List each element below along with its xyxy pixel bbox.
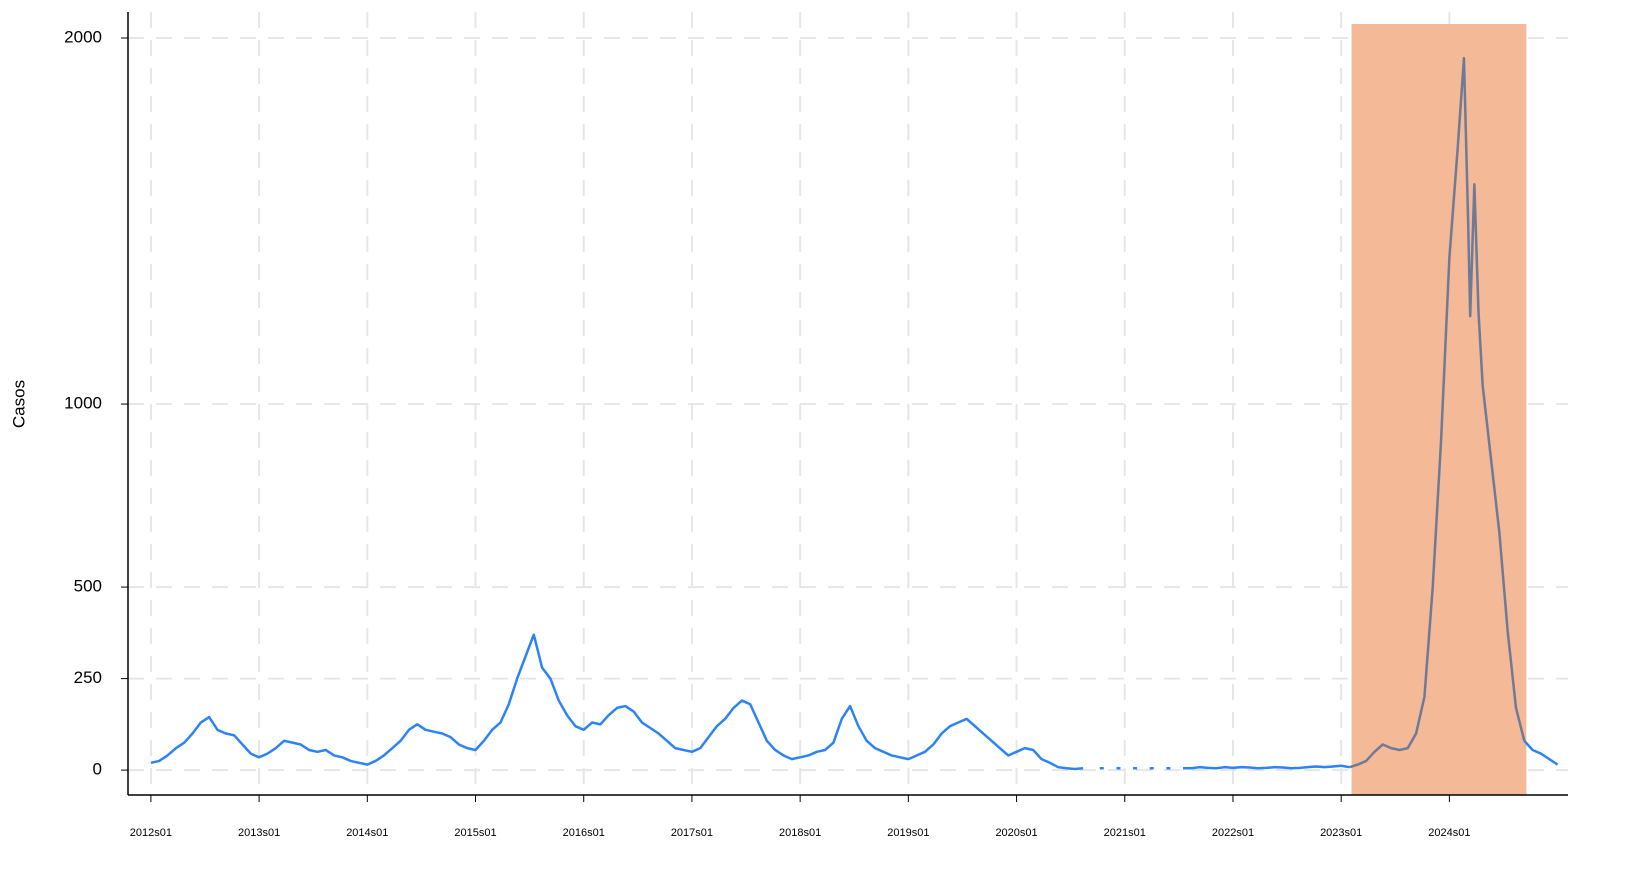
y-axis-label: Casos <box>9 380 28 428</box>
x-tick-label: 2015s01 <box>454 827 496 839</box>
x-tick-label: 2023s01 <box>1320 827 1362 839</box>
x-tick-label: 2016s01 <box>563 827 605 839</box>
series-line <box>1523 739 1559 766</box>
x-tick-label: 2014s01 <box>346 827 388 839</box>
x-tick-label: 2024s01 <box>1428 827 1470 839</box>
series-line <box>150 633 1084 771</box>
x-tick-label: 2017s01 <box>671 827 713 839</box>
y-tick-label: 1000 <box>64 394 102 413</box>
x-tick-label: 2012s01 <box>130 827 172 839</box>
highlight-band <box>1351 24 1527 795</box>
series-line <box>1183 764 1350 770</box>
y-tick-label: 2000 <box>64 27 102 46</box>
x-tick-label: 2019s01 <box>887 827 929 839</box>
x-tick-label: 2018s01 <box>779 827 821 839</box>
x-tick-label: 2013s01 <box>238 827 280 839</box>
x-tick-label: 2021s01 <box>1104 827 1146 839</box>
series-line <box>1349 56 1526 769</box>
y-tick-label: 250 <box>74 668 102 687</box>
y-tick-label: 500 <box>74 577 102 596</box>
x-tick-label: 2020s01 <box>995 827 1037 839</box>
x-tick-label: 2022s01 <box>1212 827 1254 839</box>
y-tick-label: 0 <box>93 760 102 779</box>
